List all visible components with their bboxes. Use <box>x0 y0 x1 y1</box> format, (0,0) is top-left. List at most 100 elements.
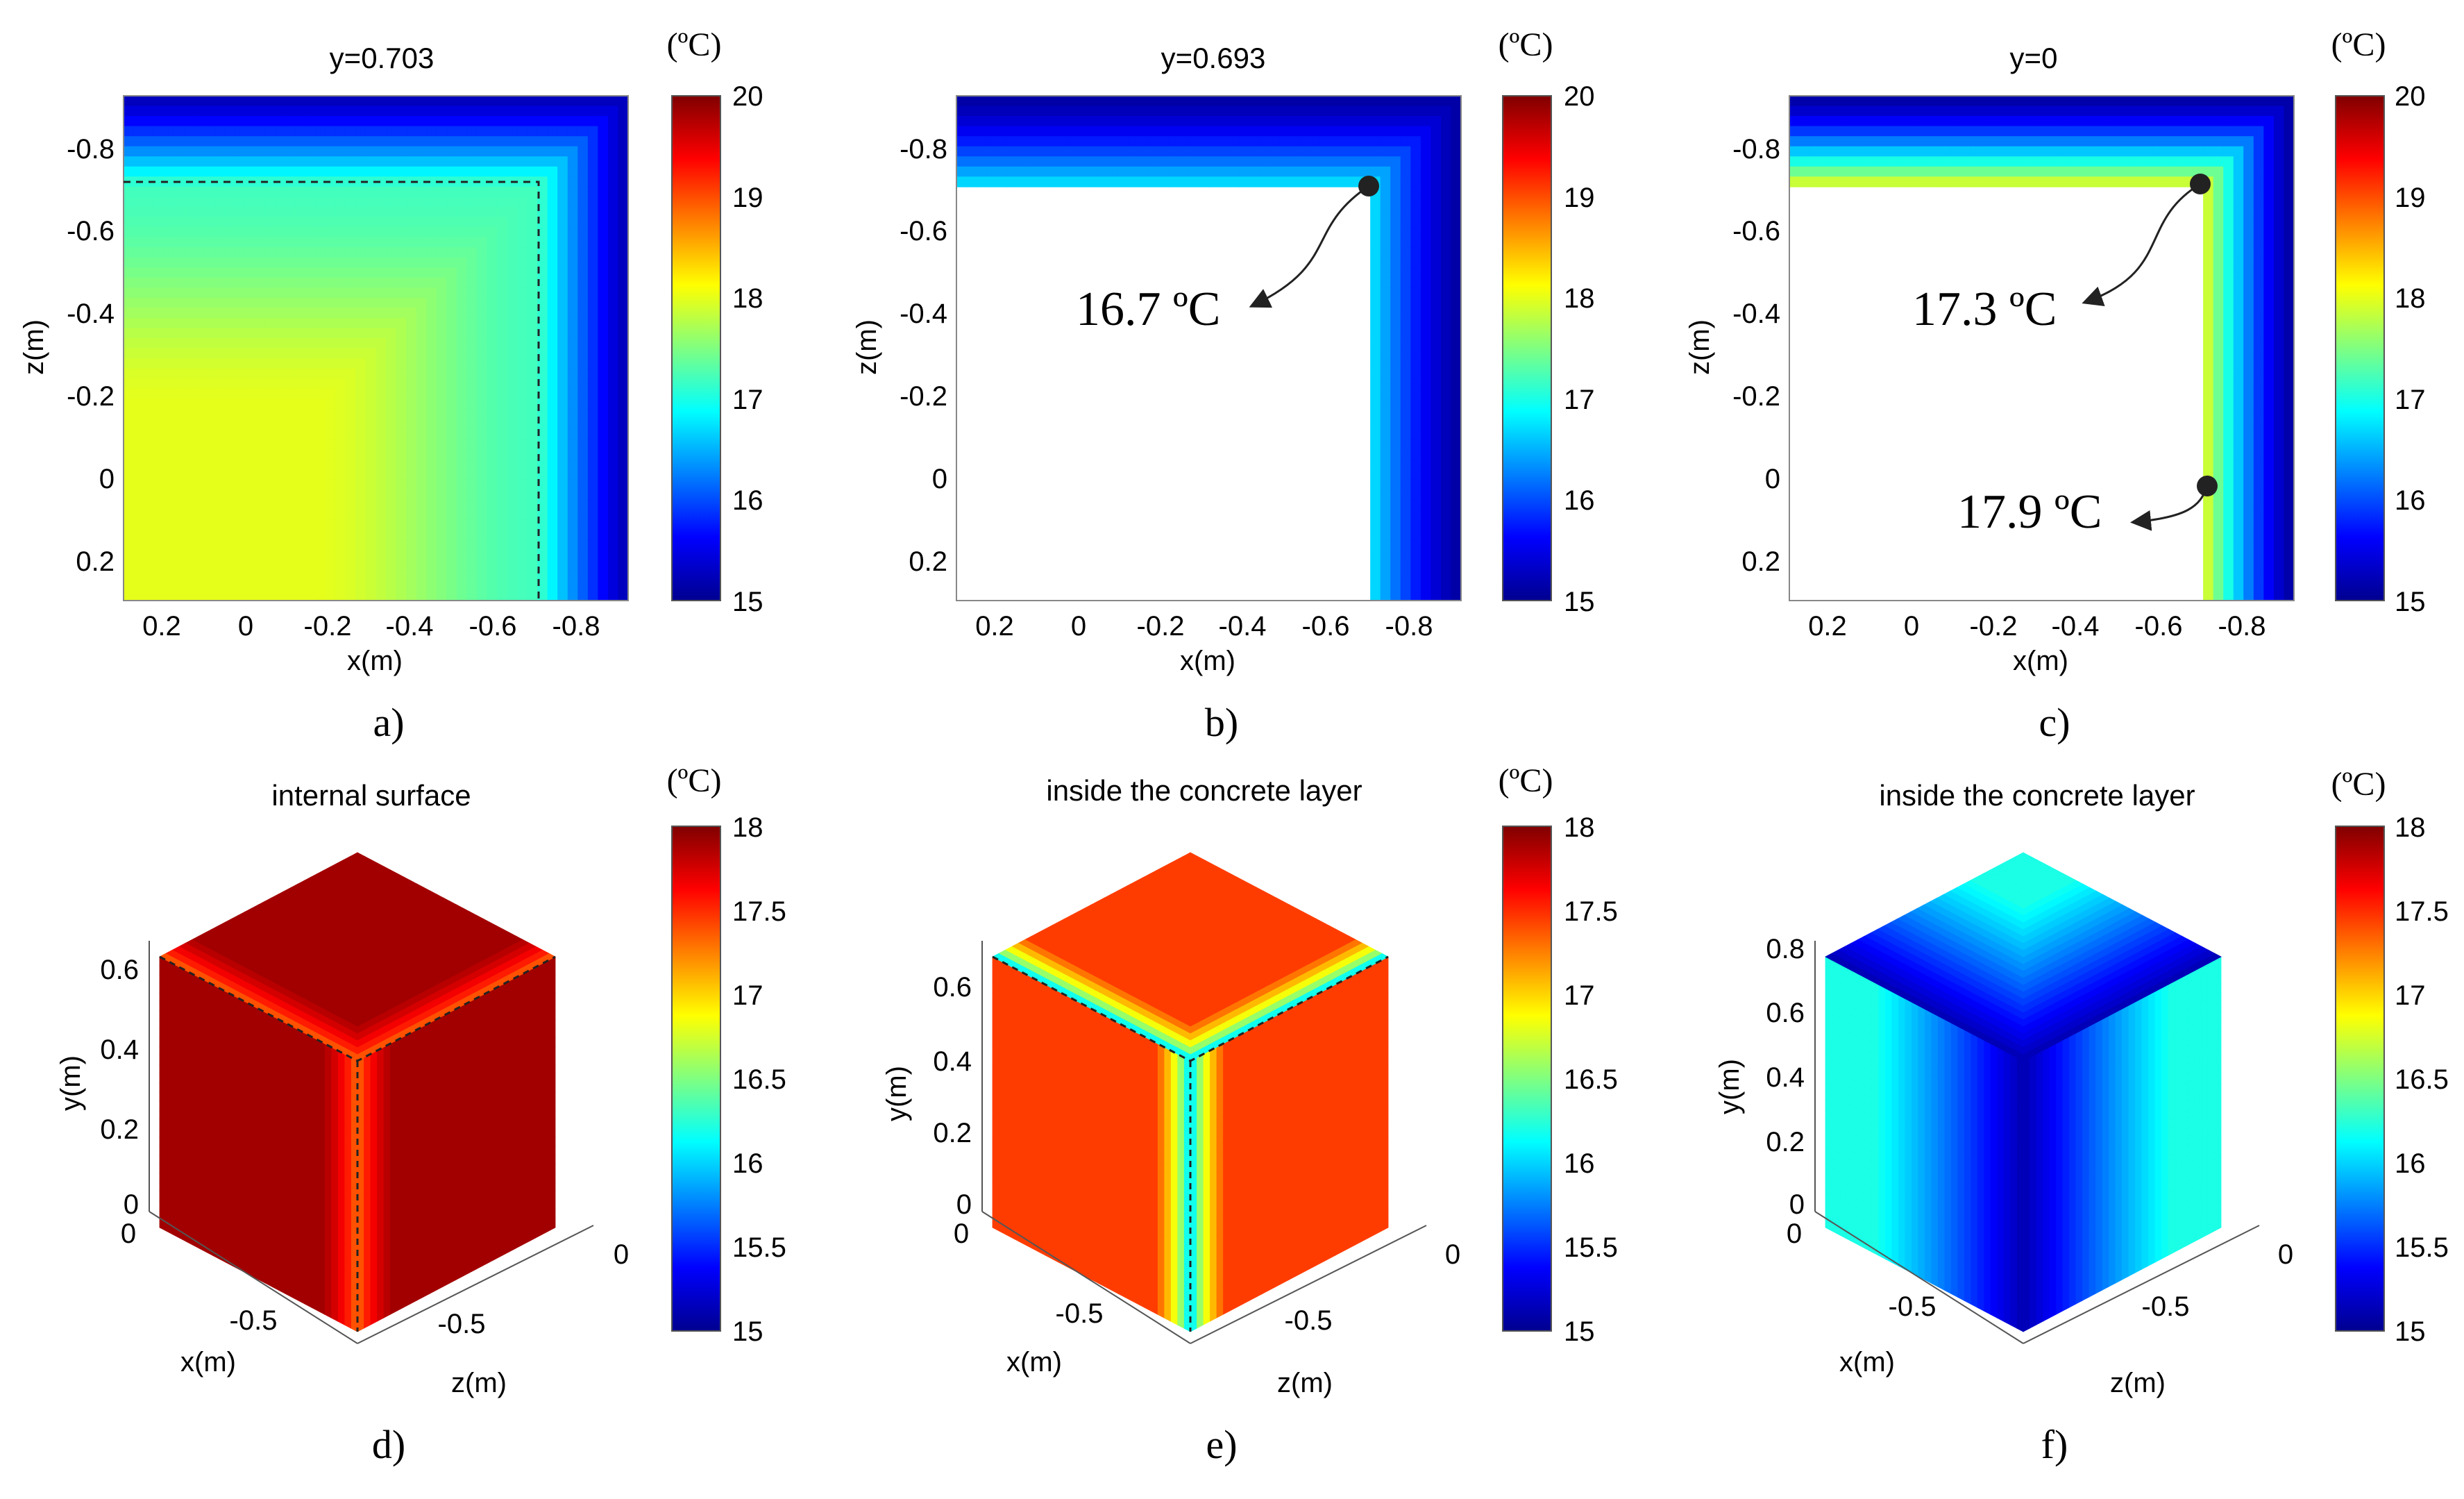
heatmap-cell <box>1890 176 1901 187</box>
heatmap-cell <box>446 308 457 319</box>
heatmap-cell <box>1789 166 1800 178</box>
heatmap-cell <box>2203 419 2214 430</box>
heatmap-cell <box>2284 399 2295 410</box>
heatmap-cell <box>2183 166 2194 178</box>
heatmap-cell <box>2213 287 2225 299</box>
heatmap-cell <box>1440 539 1452 551</box>
heatmap-cell <box>285 277 296 289</box>
heatmap-cell <box>2243 499 2254 510</box>
heatmap-cell <box>264 388 276 399</box>
heatmap-cell <box>194 126 205 137</box>
heatmap-cell <box>2253 337 2265 349</box>
heatmap-cell <box>1880 96 1891 107</box>
heatmap-cell <box>1017 176 1028 187</box>
heatmap-cell <box>547 337 559 349</box>
heatmap-cell <box>2284 317 2295 329</box>
heatmap-cell <box>194 510 205 521</box>
heatmap-cell <box>557 459 568 470</box>
heatmap-cell <box>426 570 437 581</box>
heatmap-cell <box>476 408 488 420</box>
heatmap-cell <box>2213 358 2225 369</box>
heatmap-cell <box>436 196 448 208</box>
heatmap-cell <box>618 257 629 268</box>
heatmap-cell <box>1961 106 1972 117</box>
heatmap-cell <box>1431 317 1442 329</box>
heatmap-cell <box>315 399 326 410</box>
panel-c-xlabel: x(m) <box>2013 646 2068 676</box>
heatmap-cell <box>567 196 579 208</box>
heatmap-cell <box>507 388 518 399</box>
heatmap-cell <box>1410 408 1421 420</box>
heatmap-cell <box>577 257 589 268</box>
heatmap-cell <box>1390 459 1401 470</box>
heatmap-cell <box>204 539 215 551</box>
heatmap-cell <box>234 166 246 178</box>
panel-b-colorbar <box>1502 95 1552 601</box>
heatmap-cell <box>527 439 538 450</box>
heatmap-cell <box>325 206 337 218</box>
heatmap-cell <box>1420 419 1432 430</box>
heatmap-cell <box>144 419 155 430</box>
heatmap-cell <box>1410 106 1421 117</box>
heatmap-cell <box>1431 519 1442 531</box>
heatmap-cell <box>507 196 518 208</box>
heatmap-cell <box>275 590 286 601</box>
heatmap-cell <box>587 176 599 187</box>
heatmap-cell <box>1158 176 1170 187</box>
heatmap-cell <box>2273 116 2285 127</box>
heatmap-cell <box>264 530 276 541</box>
heatmap-cell <box>315 308 326 319</box>
heatmap-cell <box>1229 156 1240 167</box>
heatmap-cell <box>1279 116 1290 127</box>
heatmap-cell <box>224 308 235 319</box>
heatmap-cell <box>355 419 366 430</box>
heatmap-cell <box>1410 308 1421 319</box>
heatmap-cell <box>133 519 144 531</box>
heatmap-cell <box>1289 96 1301 107</box>
heatmap-cell <box>416 550 427 561</box>
heatmap-cell <box>1380 348 1392 359</box>
heatmap-cell <box>1309 96 1321 107</box>
heatmap-cell <box>426 348 437 359</box>
heatmap-cell <box>325 388 337 399</box>
heatmap-cell <box>2243 196 2254 208</box>
heatmap-cell <box>174 146 185 158</box>
heatmap-cell <box>133 116 144 127</box>
heatmap-cell <box>355 186 366 198</box>
heatmap-cell <box>133 590 144 601</box>
heatmap-cell <box>255 580 266 592</box>
heatmap-cell <box>204 297 215 309</box>
heatmap-cell <box>567 297 579 309</box>
heatmap-cell <box>335 570 346 581</box>
heatmap-cell <box>285 206 296 218</box>
heatmap-cell <box>547 408 559 420</box>
heatmap-cell <box>275 308 286 319</box>
heatmap-cell <box>1390 530 1401 541</box>
heatmap-cell <box>1950 156 1961 167</box>
heatmap-cell <box>345 550 357 561</box>
heatmap-cell <box>496 399 508 410</box>
heatmap-cell <box>496 136 508 147</box>
heatmap-cell <box>1410 560 1421 571</box>
heatmap-cell <box>537 580 548 592</box>
heatmap-cell <box>436 136 448 147</box>
heatmap-cell <box>997 96 1008 107</box>
heatmap-cell <box>184 449 195 460</box>
heatmap-cell <box>527 530 538 541</box>
heatmap-cell <box>1420 337 1432 349</box>
heatmap-cell <box>255 317 266 329</box>
heatmap-cell <box>295 287 306 299</box>
heatmap-cell <box>487 106 498 117</box>
heatmap-cell <box>255 590 266 601</box>
heatmap-cell <box>1451 337 1462 349</box>
heatmap-cell <box>396 247 407 258</box>
heatmap-cell <box>305 337 317 349</box>
heatmap-cell <box>164 539 175 551</box>
heatmap-cell <box>1431 479 1442 490</box>
heatmap-cell <box>1830 156 1841 167</box>
heatmap-cell <box>204 217 215 228</box>
heatmap-cell <box>1981 156 1992 167</box>
heatmap-cell <box>1870 126 1881 137</box>
heatmap-cell <box>456 570 468 581</box>
heatmap-cell <box>416 337 427 349</box>
